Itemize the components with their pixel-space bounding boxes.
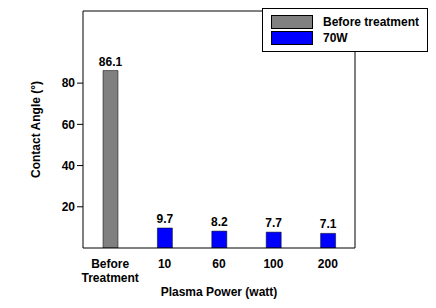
- svg-text:Contact Angle (°): Contact Angle (°): [29, 81, 43, 178]
- svg-text:9.7: 9.7: [157, 212, 174, 226]
- svg-text:200: 200: [318, 257, 338, 271]
- svg-text:60: 60: [62, 118, 76, 132]
- svg-text:BeforeTreatment: BeforeTreatment: [82, 257, 139, 285]
- svg-text:60: 60: [212, 257, 226, 271]
- svg-text:7.1: 7.1: [320, 217, 337, 231]
- html-text:70W: 70W: [323, 31, 348, 45]
- svg-text:40: 40: [62, 159, 76, 173]
- svg-text:20: 20: [62, 200, 76, 214]
- svg-text:7.7: 7.7: [265, 216, 282, 230]
- svg-text:80: 80: [62, 76, 76, 90]
- svg-text:10: 10: [158, 257, 172, 271]
- svg-text:86.1: 86.1: [99, 55, 123, 69]
- svg-text:Plasma Power (watt): Plasma Power (watt): [161, 285, 278, 299]
- svg-text:100: 100: [263, 257, 283, 271]
- html-text:Before treatment: Before treatment: [323, 15, 419, 29]
- svg-text:8.2: 8.2: [211, 215, 228, 229]
